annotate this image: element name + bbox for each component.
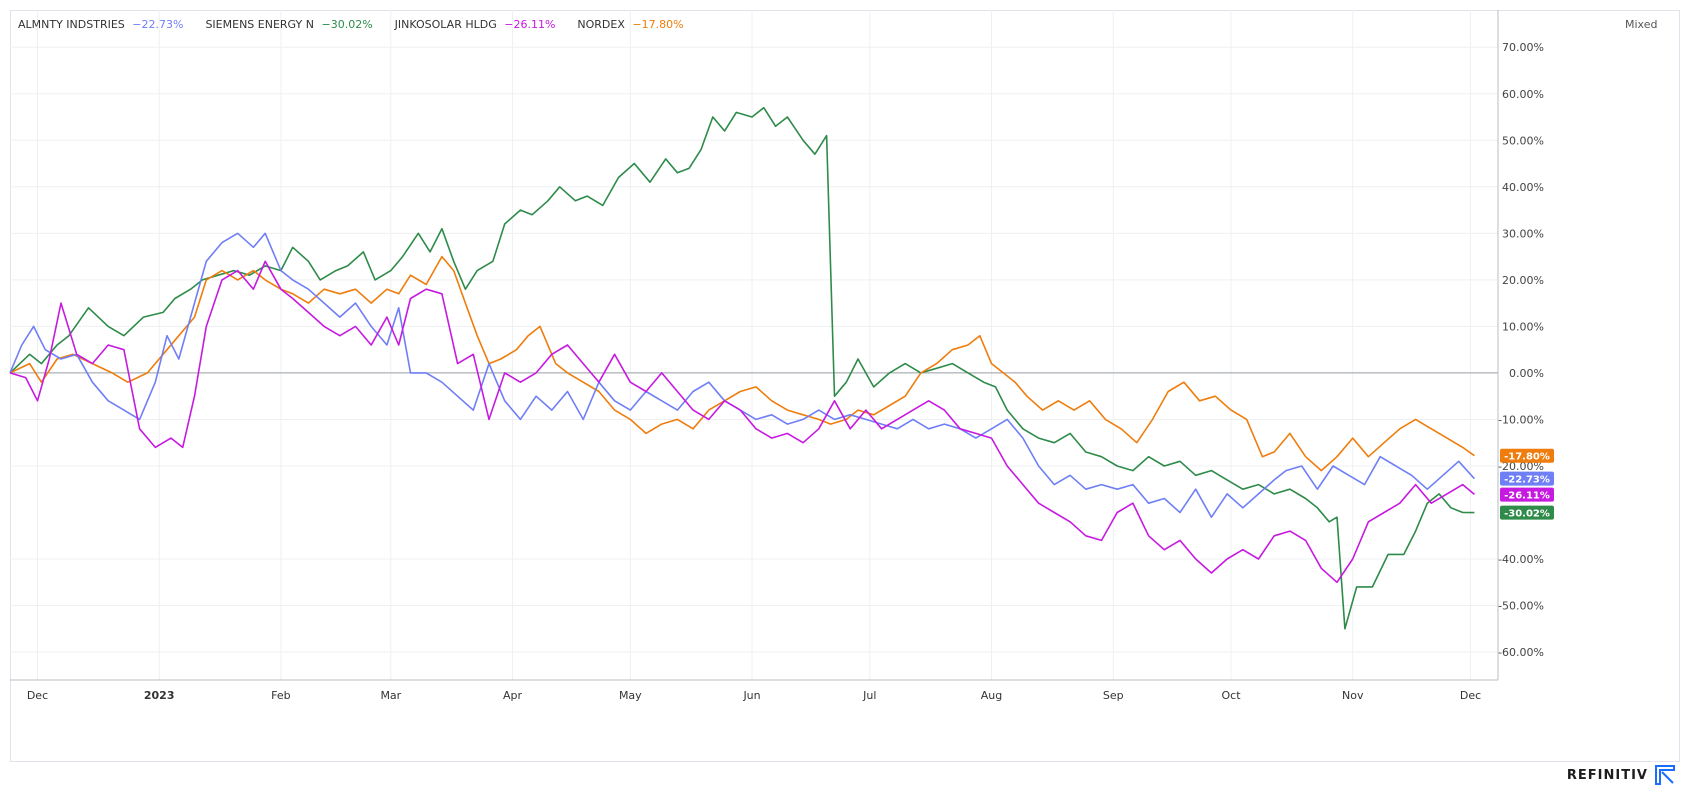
y-tick-label: 70.00% [1502, 41, 1544, 54]
series-line-siemens-energy-n[interactable] [9, 106, 1475, 630]
end-value-badge [1500, 487, 1554, 502]
y-tick-label: -40.00% [1498, 553, 1544, 566]
x-tick-label: Sep [1103, 689, 1124, 702]
y-tick-label: -60.00% [1498, 646, 1544, 659]
legend-item-jinkosolar[interactable]: JINKOSOLAR HLDG −26.11% [395, 18, 560, 31]
y-tick-label: -20.00% [1498, 460, 1544, 473]
y-tick-label: 60.00% [1502, 88, 1544, 101]
y-tick-label: 30.00% [1502, 227, 1544, 240]
y-tick-label: -50.00% [1498, 600, 1544, 613]
legend-item-nordex[interactable]: NORDEX −17.80% [577, 18, 687, 31]
refinitiv-mark-icon [1655, 765, 1675, 785]
x-tick-label: Jul [862, 689, 876, 702]
legend-series-name: JINKOSOLAR HLDG [394, 18, 497, 31]
x-tick-label: Aug [981, 689, 1002, 702]
legend-item-siemens[interactable]: SIEMENS ENERGY N −30.02% [205, 18, 376, 31]
x-tick-label: 2023 [144, 689, 175, 702]
x-tick-label: Nov [1342, 689, 1364, 702]
legend-item-almnty[interactable]: ALMNTY INDSTRIES −22.73% [18, 18, 187, 31]
y-tick-label: 0.00% [1509, 367, 1544, 380]
chart-legend: ALMNTY INDSTRIES −22.73% SIEMENS ENERGY … [18, 18, 688, 31]
y-tick-label: 20.00% [1502, 274, 1544, 287]
x-tick-label: Dec [27, 689, 48, 702]
end-value-badge [1500, 448, 1554, 463]
x-tick-label: Dec [1460, 689, 1481, 702]
x-tick-label: May [619, 689, 642, 702]
legend-series-name: SIEMENS ENERGY N [205, 18, 314, 31]
legend-series-value: −30.02% [321, 18, 373, 31]
series-line-nordex[interactable] [9, 255, 1475, 472]
end-value-label: -30.02% [1504, 509, 1550, 520]
end-labels: -17.80% -22.73% -26.11% -30.02% [1500, 448, 1554, 520]
x-tick-label: Jun [742, 689, 760, 702]
series-lines [9, 106, 1475, 630]
y-tick-label: 40.00% [1502, 181, 1544, 194]
end-value-label: -22.73% [1504, 475, 1550, 486]
y-tick-label: -10.00% [1498, 413, 1544, 426]
series-line-jinkosolar-hldg[interactable] [9, 260, 1475, 584]
brand-logo: REFINITIV [1567, 764, 1676, 786]
grid [10, 10, 1498, 680]
y-tick-label: 50.00% [1502, 134, 1544, 147]
end-value-label: -17.80% [1504, 452, 1550, 463]
x-tick-label: Mar [380, 689, 401, 702]
axes: 70.00% 60.00% 50.00% 40.00% 30.00% 20.00% 10.0… [10, 10, 1544, 702]
end-value-label: -26.11% [1504, 491, 1550, 502]
brand-name: REFINITIV [1566, 767, 1648, 783]
chart-frame [10, 10, 1680, 762]
legend-series-name: NORDEX [577, 18, 625, 31]
scale-mode-label[interactable]: Mixed [1625, 18, 1658, 31]
x-tick-label: Apr [503, 689, 523, 702]
x-tick-label: Oct [1222, 689, 1242, 702]
legend-series-value: −26.11% [504, 18, 556, 31]
legend-series-value: −17.80% [632, 18, 684, 31]
legend-series-value: −22.73% [132, 18, 184, 31]
end-value-badge [1500, 505, 1554, 520]
end-value-badge [1500, 471, 1554, 486]
legend-series-name: ALMNTY INDSTRIES [18, 18, 125, 31]
y-tick-label: 10.00% [1502, 320, 1544, 333]
x-tick-label: Feb [271, 689, 290, 702]
